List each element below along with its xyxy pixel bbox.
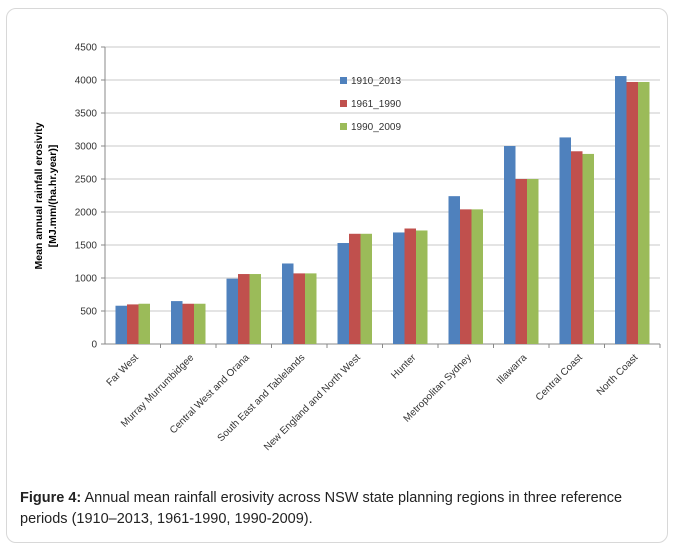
bar [282,263,294,344]
figure-frame [6,8,668,543]
y-tick-label: 4500 [75,43,98,54]
bar [626,81,638,344]
bar [571,151,583,344]
bar [171,301,183,344]
y-tick-label: 1000 [75,274,98,285]
bar [448,196,460,344]
bar [337,243,349,344]
bar [182,303,194,344]
y-tick-label: 0 [91,340,97,351]
y-tick-label: 3500 [75,109,98,120]
bar [138,303,150,344]
figure-caption-label: Figure 4: [20,490,82,506]
figure-caption-text: Annual mean rainfall erosivity across NS… [20,490,623,527]
x-category-label: Hunter [389,352,418,381]
bar [238,274,250,344]
legend-entry: 1990_2009 [351,122,401,133]
legend-entry: 1961_1990 [351,99,401,110]
bar [194,303,206,344]
x-category-label: Far West [105,352,141,388]
y-tick-label: 500 [80,307,97,318]
bar [504,146,516,344]
legend-swatch [340,77,347,84]
bar [305,273,317,344]
bar [559,137,571,344]
bar [127,304,139,344]
bar [349,233,361,344]
bar [360,233,372,344]
y-tick-label: 1500 [75,241,98,252]
bar [115,305,127,344]
y-axis-label-line-1: Mean annual rainfall erosivity [33,122,45,269]
bar [527,179,539,344]
figure-caption: Figure 4: Annual mean rainfall erosivity… [20,488,660,530]
legend-swatch [340,123,347,130]
y-axis-label-line-2: [MJ.mm/(ha.hr.year)] [47,145,59,248]
bar [404,228,416,344]
y-tick-label: 2500 [75,175,98,186]
bar [582,153,594,344]
x-category-label: North Coast [595,352,641,398]
x-category-label: Illawarra [495,352,530,387]
y-tick-label: 2000 [75,208,98,219]
bar [293,273,305,344]
bar [638,81,650,344]
bar [249,274,261,344]
y-tick-label: 3000 [75,142,98,153]
bar [416,230,428,344]
x-category-label: New England and North West [262,352,363,453]
bar [615,76,627,344]
x-category-label: Central Coast [534,352,585,403]
legend-entry: 1910_2013 [351,76,401,87]
bar [226,278,238,344]
bar [393,232,405,344]
bar [460,209,472,344]
legend-swatch [340,100,347,107]
y-tick-label: 4000 [75,76,98,87]
bar [515,179,527,344]
bar [471,209,483,344]
